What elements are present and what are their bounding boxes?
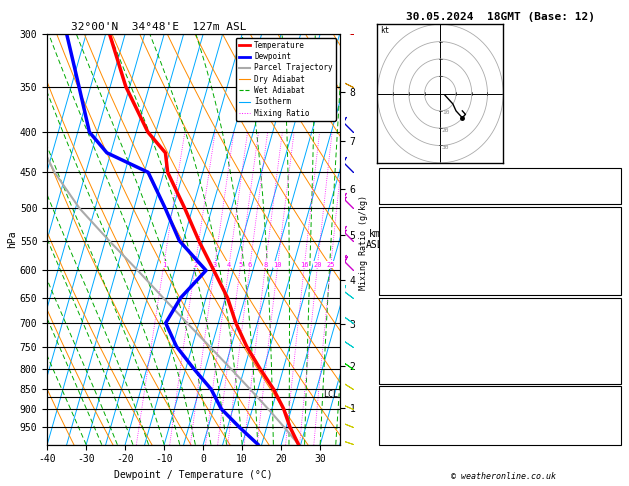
Text: 266°: 266° — [596, 422, 618, 432]
Text: Mixing Ratio (g/kg): Mixing Ratio (g/kg) — [359, 195, 368, 291]
Text: K: K — [383, 171, 389, 180]
Text: Most Unstable: Most Unstable — [465, 300, 535, 309]
Text: kt: kt — [381, 26, 390, 35]
Text: 0: 0 — [612, 372, 618, 381]
Text: CIN (J): CIN (J) — [383, 285, 421, 294]
Text: Temp (°C): Temp (°C) — [383, 219, 431, 228]
Text: 14: 14 — [607, 232, 618, 242]
Text: 30.05.2024  18GMT (Base: 12): 30.05.2024 18GMT (Base: 12) — [406, 12, 594, 22]
Y-axis label: hPa: hPa — [7, 230, 17, 248]
Text: 0: 0 — [612, 272, 618, 280]
Text: 2: 2 — [193, 262, 198, 268]
Text: EH: EH — [383, 399, 394, 408]
Text: 19: 19 — [607, 434, 618, 443]
Text: -22: -22 — [601, 399, 618, 408]
Text: Lifted Index: Lifted Index — [383, 342, 448, 351]
Text: Totals Totals: Totals Totals — [383, 182, 453, 191]
X-axis label: Dewpoint / Temperature (°C): Dewpoint / Temperature (°C) — [114, 470, 273, 480]
Text: 8: 8 — [264, 262, 267, 268]
Text: 20: 20 — [313, 262, 322, 268]
Text: 4: 4 — [612, 259, 618, 268]
Text: 327: 327 — [601, 245, 618, 255]
Text: Pressure (mb): Pressure (mb) — [383, 312, 453, 321]
Text: 1.43: 1.43 — [596, 194, 618, 203]
Text: 327: 327 — [601, 327, 618, 336]
Text: 20: 20 — [442, 128, 449, 133]
Text: Surface: Surface — [482, 208, 519, 218]
Text: 25: 25 — [326, 262, 335, 268]
Text: 999: 999 — [601, 312, 618, 321]
Text: 4: 4 — [227, 262, 231, 268]
Legend: Temperature, Dewpoint, Parcel Trajectory, Dry Adiabat, Wet Adiabat, Isotherm, Mi: Temperature, Dewpoint, Parcel Trajectory… — [236, 38, 336, 121]
Text: PW (cm): PW (cm) — [383, 194, 421, 203]
Text: 50: 50 — [607, 411, 618, 419]
Text: 6: 6 — [248, 262, 252, 268]
Text: 10: 10 — [442, 110, 449, 115]
Text: StmSpd (kt): StmSpd (kt) — [383, 434, 442, 443]
Text: 24.4: 24.4 — [596, 219, 618, 228]
Text: © weatheronline.co.uk: © weatheronline.co.uk — [451, 472, 555, 481]
Text: 30: 30 — [442, 145, 449, 150]
Text: θᴇ (K): θᴇ (K) — [383, 327, 415, 336]
Text: -5: -5 — [607, 171, 618, 180]
Title: 32°00'N  34°48'E  127m ASL: 32°00'N 34°48'E 127m ASL — [70, 22, 246, 32]
Text: StmDir: StmDir — [383, 422, 415, 432]
Text: 5: 5 — [238, 262, 243, 268]
Text: 28: 28 — [607, 182, 618, 191]
Text: 10: 10 — [274, 262, 282, 268]
Text: CAPE (J): CAPE (J) — [383, 357, 426, 366]
Text: 16: 16 — [300, 262, 309, 268]
Text: CIN (J): CIN (J) — [383, 372, 421, 381]
Y-axis label: km
ASL: km ASL — [366, 228, 384, 250]
Text: LCL: LCL — [323, 390, 338, 399]
Text: θᴇ(K): θᴇ(K) — [383, 245, 410, 255]
Text: 4: 4 — [612, 342, 618, 351]
Text: Hodograph: Hodograph — [476, 388, 525, 398]
Text: 0: 0 — [612, 285, 618, 294]
Text: 0: 0 — [612, 357, 618, 366]
Text: Lifted Index: Lifted Index — [383, 259, 448, 268]
Text: Dewp (°C): Dewp (°C) — [383, 232, 431, 242]
Text: 1: 1 — [162, 262, 166, 268]
Text: CAPE (J): CAPE (J) — [383, 272, 426, 280]
Text: 3: 3 — [213, 262, 217, 268]
Text: SREH: SREH — [383, 411, 404, 419]
